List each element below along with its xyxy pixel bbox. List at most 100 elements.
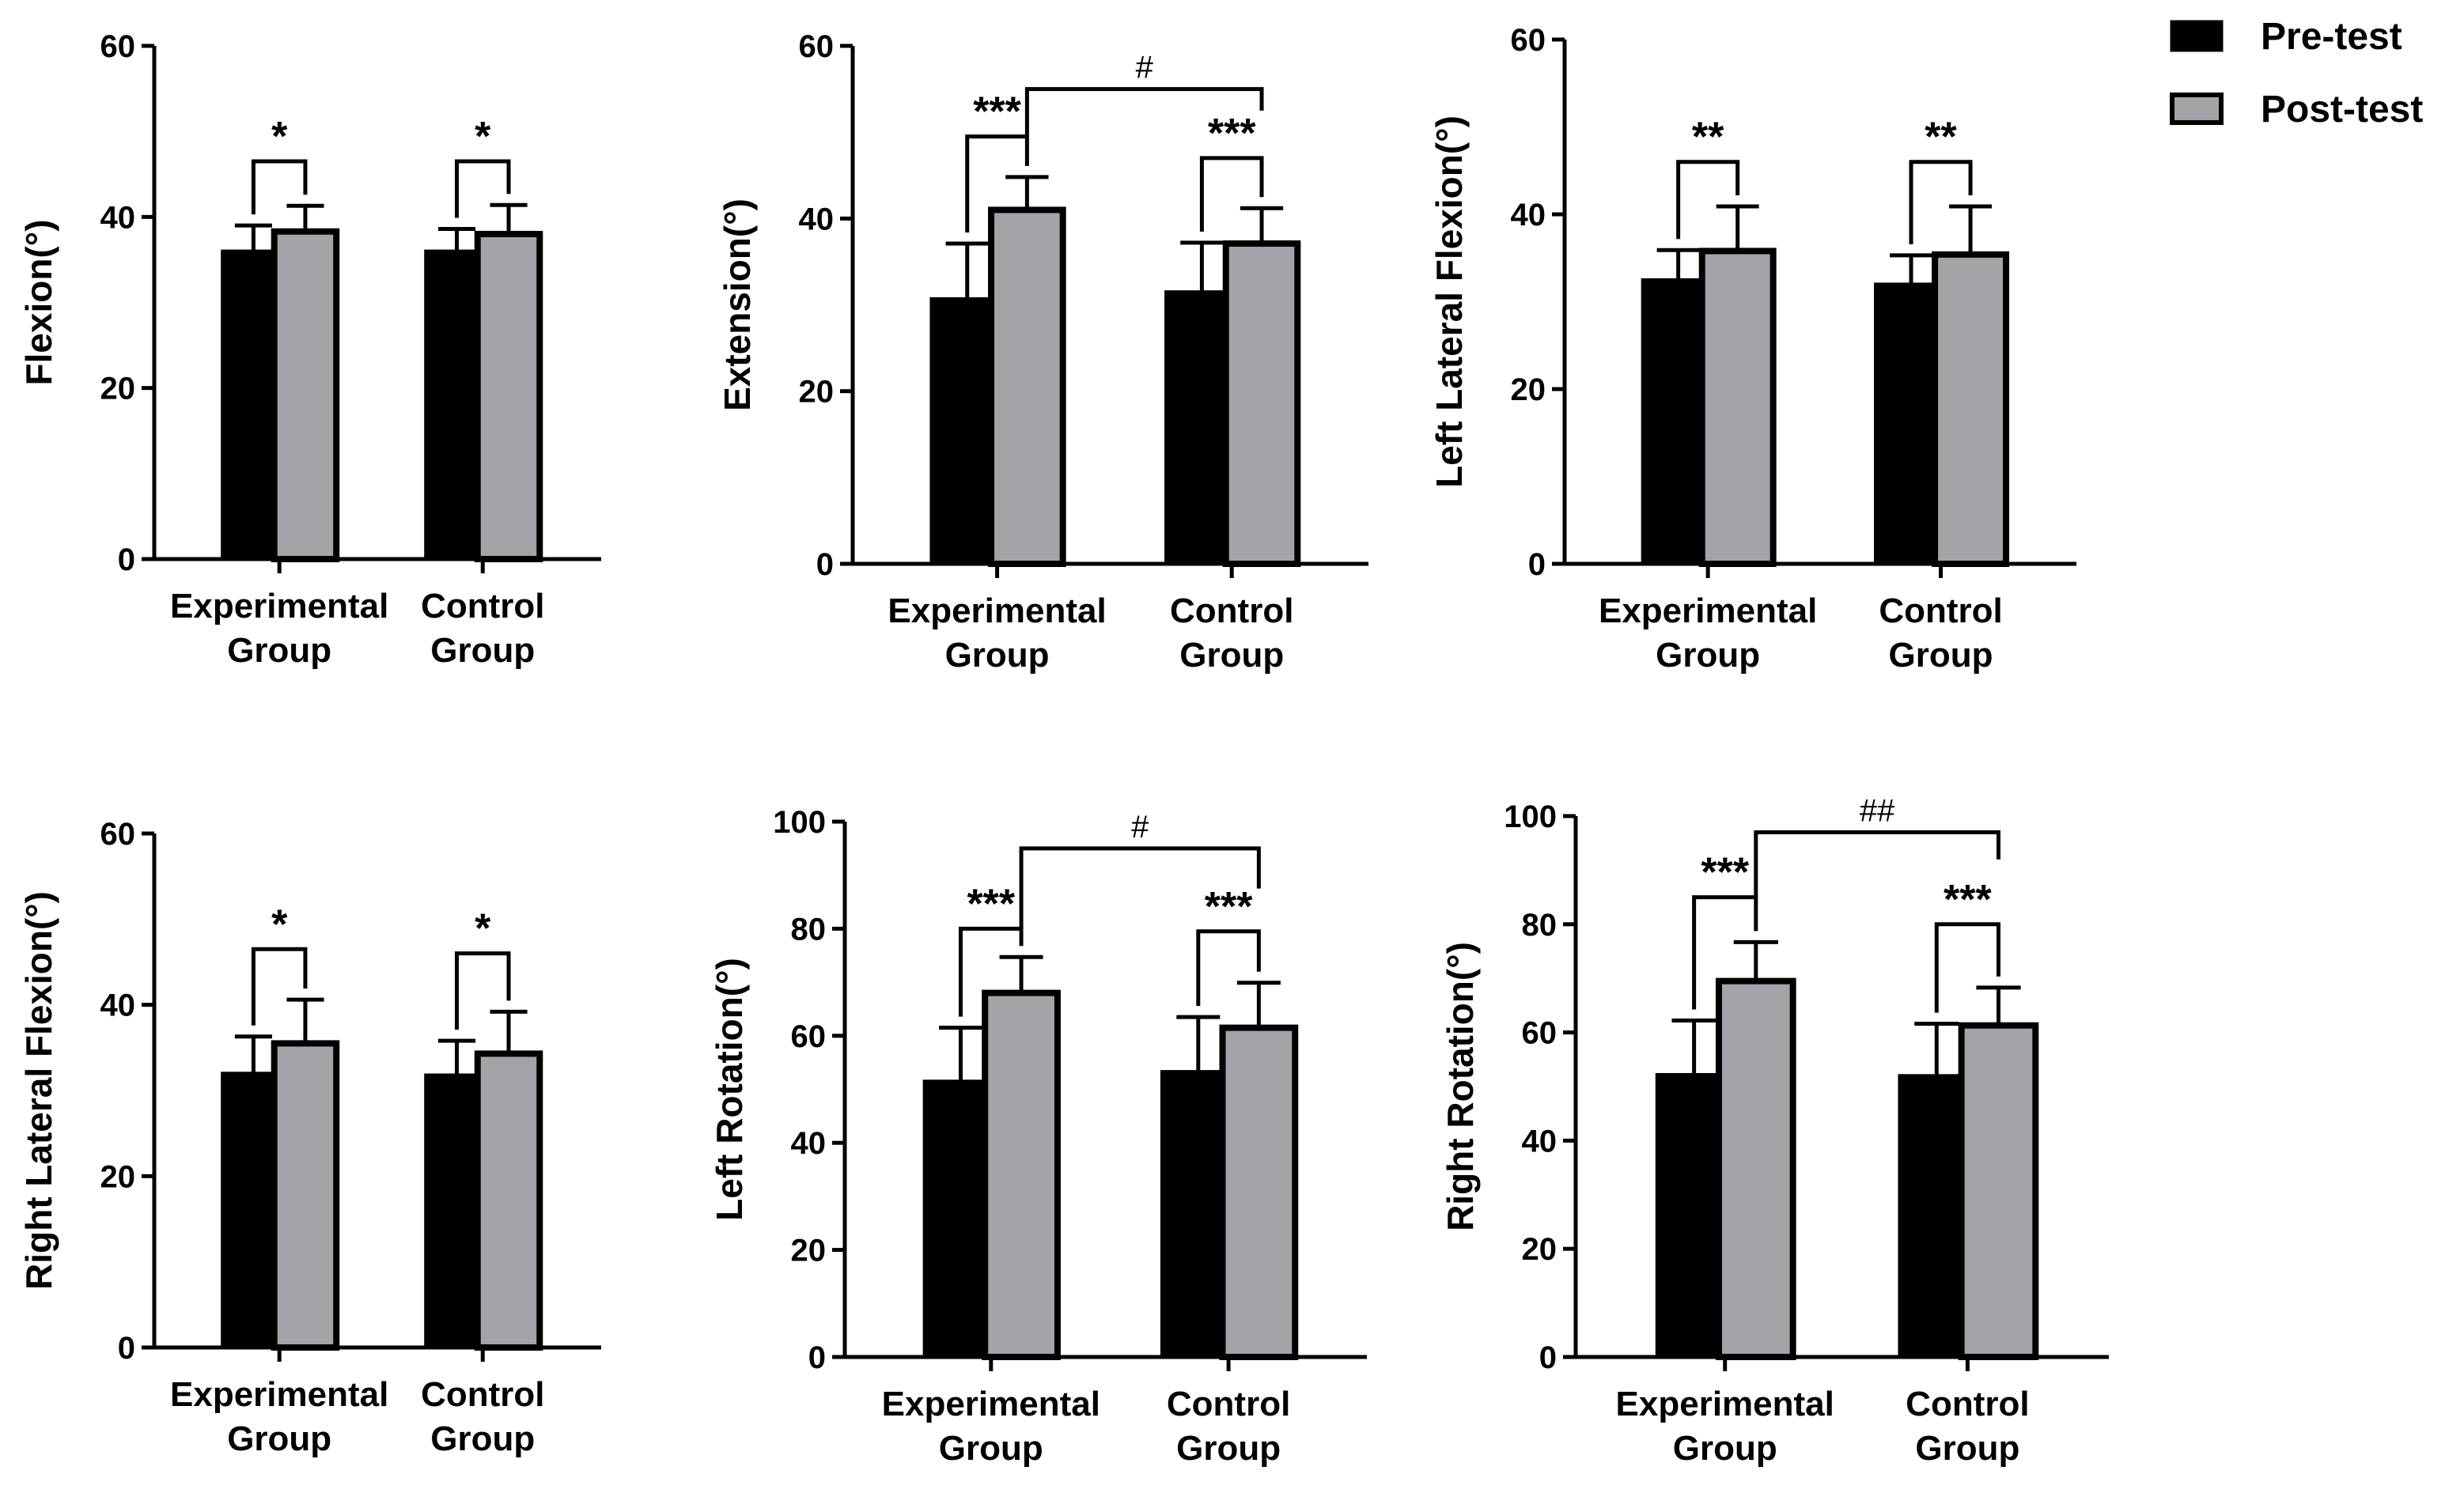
significance-label: * — [271, 901, 288, 947]
y-tick-label: 0 — [1528, 547, 1546, 582]
x-category-label: Group — [1889, 636, 1993, 675]
chart-panels: 0 20 40 60 Experimental Group Control Group Flex… — [18, 23, 2109, 1468]
chart-panel-6: 0 20 40 60 80 100 Experimental Group Control Grou… — [1440, 794, 2109, 1468]
x-category-label: Group — [227, 631, 331, 670]
x-category-label: Group — [227, 1419, 331, 1458]
bar-post-test-control — [474, 230, 543, 562]
y-tick-label: 40 — [799, 202, 835, 236]
between-group-label: # — [1131, 810, 1149, 845]
y-tick-label: 20 — [799, 375, 835, 410]
between-group-label: # — [1136, 51, 1154, 85]
x-category-label: Control — [1879, 592, 2002, 630]
y-tick-label: 60 — [100, 29, 136, 64]
y-tick-label: 80 — [1522, 908, 1558, 943]
x-category-label: Group — [1673, 1429, 1777, 1468]
y-axis-title: Right Rotation(°) — [1440, 942, 1481, 1231]
significance-label: *** — [1205, 884, 1253, 930]
between-group-bracket — [1019, 846, 1261, 929]
y-tick-label: 0 — [118, 542, 135, 577]
x-category-label: Experimental — [170, 587, 388, 626]
y-tick-label: 0 — [816, 547, 834, 582]
x-category-label: Experimental — [170, 1375, 388, 1414]
significance-label: *** — [1208, 111, 1256, 157]
y-tick-label: 0 — [118, 1331, 135, 1366]
between-group-bracket — [1754, 830, 2000, 898]
x-category-label: Group — [430, 1419, 535, 1458]
y-tick-label: 40 — [100, 200, 136, 235]
y-tick-label: 0 — [808, 1340, 826, 1375]
bar-post-test-control — [474, 1050, 543, 1351]
x-category-label: Control — [1170, 592, 1293, 630]
significance-label: *** — [1701, 850, 1749, 896]
significance-label: ** — [1925, 115, 1957, 161]
x-category-label: Group — [1176, 1429, 1281, 1468]
bar-post-test-experimental — [982, 989, 1061, 1360]
x-category-label: Group — [430, 631, 535, 670]
bar-post-test-control — [1219, 1024, 1299, 1361]
x-category-label: Experimental — [882, 1385, 1100, 1423]
y-tick-label: 0 — [1539, 1340, 1557, 1375]
significance-label: ** — [1692, 115, 1724, 161]
chart-panel-1: 0 20 40 60 Experimental Group Control Group Flex… — [18, 29, 601, 670]
y-axis-title: Left Rotation(°) — [709, 958, 750, 1221]
significance-bracket — [251, 947, 308, 1026]
y-axis-title: Left Lateral Flexion(°) — [1429, 115, 1470, 488]
y-tick-label: 60 — [799, 29, 835, 64]
y-tick-label: 20 — [100, 1159, 136, 1194]
x-category-label: Group — [1656, 636, 1760, 675]
significance-label: * — [271, 114, 288, 160]
y-tick-label: 20 — [1511, 372, 1546, 407]
legend-swatch-pre-test — [2170, 20, 2224, 52]
significance-bracket — [959, 926, 1024, 1017]
significance-label: *** — [973, 89, 1021, 135]
y-tick-label: 40 — [791, 1126, 827, 1161]
y-tick-label: 40 — [1522, 1124, 1558, 1158]
significance-bracket — [1196, 929, 1261, 1007]
y-tick-label: 60 — [791, 1019, 827, 1054]
x-category-label: Experimental — [1616, 1385, 1834, 1423]
y-tick-label: 60 — [100, 817, 136, 852]
bar-post-test-experimental — [1715, 977, 1796, 1360]
bar-post-test-experimental — [988, 206, 1066, 567]
y-axis-title: Flexion(°) — [18, 219, 59, 385]
y-tick-label: 20 — [100, 372, 136, 406]
x-category-label: Group — [945, 636, 1050, 675]
significance-label: * — [475, 906, 491, 952]
significance-bracket — [965, 134, 1029, 232]
significance-bracket — [1909, 160, 1973, 244]
significance-bracket — [1934, 922, 2000, 1013]
significance-bracket — [1676, 160, 1740, 240]
significance-label: *** — [1944, 877, 1992, 923]
legend-swatch-post-test — [2170, 93, 2224, 125]
x-category-label: Experimental — [888, 592, 1106, 630]
bar-post-test-control — [1958, 1022, 2039, 1360]
x-category-label: Group — [939, 1429, 1043, 1468]
x-category-label: Control — [1906, 1385, 2029, 1423]
y-tick-label: 40 — [100, 988, 136, 1023]
chart-panel-3: 0 20 40 60 Experimental Group Control Group Left… — [1429, 23, 2076, 675]
legend-label-post-test: Post-test — [2261, 89, 2423, 130]
significance-bracket — [1199, 156, 1264, 232]
y-tick-label: 100 — [1504, 799, 1557, 834]
y-tick-label: 80 — [791, 912, 827, 947]
bar-post-test-experimental — [271, 228, 340, 562]
legend-label-pre-test: Pre-test — [2261, 16, 2402, 58]
chart-panel-4: 0 20 40 60 Experimental Group Control Group Righ… — [18, 817, 601, 1458]
bar-post-test-control — [1222, 240, 1301, 567]
x-category-label: Group — [1179, 636, 1284, 675]
y-tick-label: 20 — [1522, 1232, 1558, 1267]
x-category-label: Control — [1167, 1385, 1290, 1423]
x-category-label: Control — [421, 1375, 544, 1414]
between-group-label: ## — [1860, 794, 1895, 829]
y-tick-label: 60 — [1522, 1016, 1558, 1051]
significance-label: * — [475, 114, 491, 160]
y-axis-title: Extension(°) — [717, 198, 758, 411]
bar-post-test-experimental — [271, 1040, 340, 1351]
y-tick-label: 60 — [1511, 23, 1546, 58]
y-tick-label: 40 — [1511, 198, 1546, 232]
significance-bracket — [455, 159, 511, 218]
y-axis-title: Right Lateral Flexion(°) — [18, 891, 59, 1290]
significance-bracket — [1692, 895, 1758, 1010]
x-category-label: Control — [421, 587, 544, 626]
